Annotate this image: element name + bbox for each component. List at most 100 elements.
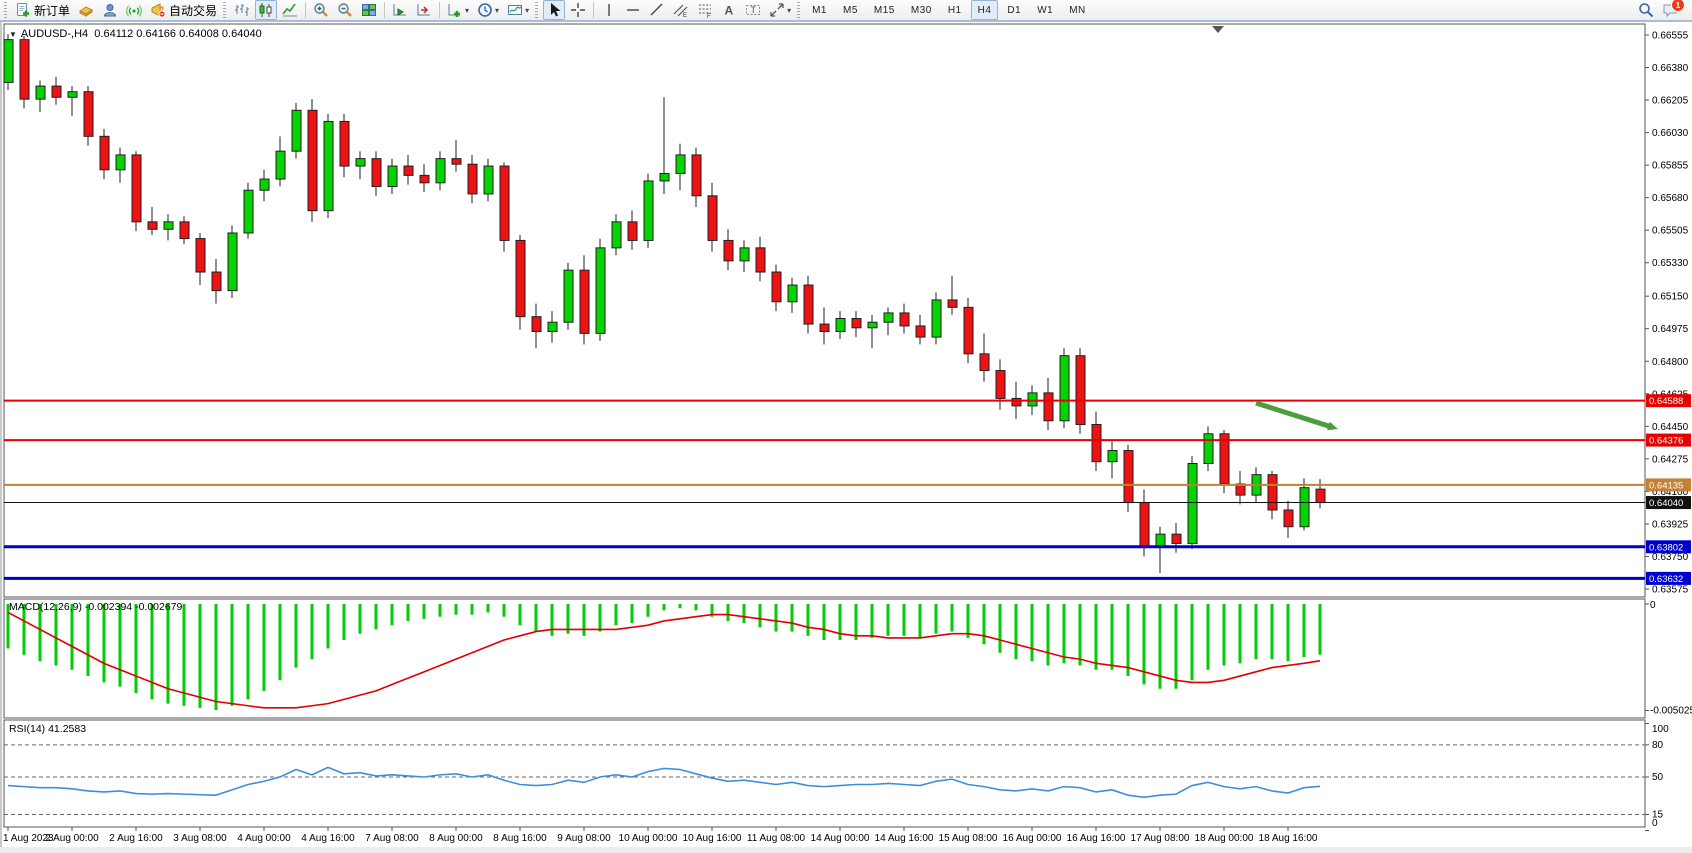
- chart-shift-icon: [417, 4, 431, 16]
- profile-button[interactable]: [99, 0, 121, 20]
- svg-text:A: A: [725, 4, 734, 18]
- svg-text:17 Aug 08:00: 17 Aug 08:00: [1131, 833, 1190, 844]
- timeframe-button-w1[interactable]: W1: [1037, 4, 1054, 16]
- timeframe-button-h4[interactable]: H4: [970, 0, 999, 20]
- label-icon: T: [746, 5, 761, 15]
- svg-text:-0.005025: -0.005025: [1650, 706, 1692, 717]
- candlestick-chart-button[interactable]: [255, 0, 278, 20]
- main-toolbar: 新订单 自动交易 ▾ ▾ ▾ E F A T ▾ M1 M5 M15 M30 H1 H4 D1 W1 MN 1: [0, 0, 1692, 22]
- toolbar-separator: [797, 2, 801, 18]
- timeframe-button-m5[interactable]: M5: [843, 4, 858, 16]
- search-icon: [1639, 3, 1654, 18]
- svg-text:0.63575: 0.63575: [1652, 585, 1689, 596]
- timeframe-button-m1[interactable]: M1: [812, 4, 827, 16]
- timeframe-button-m30[interactable]: M30: [910, 4, 932, 16]
- zoom-in-icon: [314, 3, 328, 17]
- rsi-pane[interactable]: [3, 719, 1646, 828]
- cursor-icon: [551, 3, 561, 17]
- timeframe-button-d1[interactable]: D1: [1007, 4, 1022, 16]
- price-axis[interactable]: 0.66555 0.66380 0.66205 0.66030 0.65855 0.656…: [1645, 31, 1689, 596]
- arrows-tool-button[interactable]: ▾: [766, 0, 794, 20]
- rsi-indicator-label: RSI(14) 41.2583: [9, 723, 87, 735]
- toolbar-separator: [305, 2, 307, 18]
- svg-text:50: 50: [1652, 772, 1664, 783]
- text-label-tool-button[interactable]: T: [742, 0, 764, 20]
- hline-icon: [627, 9, 640, 11]
- tile-windows-button[interactable]: [358, 0, 380, 20]
- trend-arrow-annotation[interactable]: [1255, 400, 1338, 431]
- line-chart-icon: [282, 3, 298, 17]
- svg-text:0: 0: [1652, 818, 1658, 829]
- indicators-button[interactable]: ▾: [444, 0, 472, 20]
- toolbar-separator: [384, 2, 386, 18]
- toolbar-separator: [535, 2, 539, 18]
- svg-text:0.64450: 0.64450: [1652, 422, 1689, 433]
- svg-text:0.64376: 0.64376: [1649, 436, 1683, 447]
- zoom-out-button[interactable]: [334, 0, 356, 20]
- channel-tool-button[interactable]: E: [670, 0, 692, 20]
- crosshair-tool-button[interactable]: [567, 0, 589, 20]
- bar-chart-icon: [235, 4, 250, 16]
- svg-text:2 Aug 16:00: 2 Aug 16:00: [109, 833, 163, 844]
- channel-icon: E: [673, 4, 688, 18]
- svg-text:0.66380: 0.66380: [1652, 63, 1689, 74]
- chevron-down-icon: ▾: [787, 5, 792, 15]
- auto-scroll-button[interactable]: [389, 0, 411, 20]
- fibonacci-tool-button[interactable]: F: [694, 0, 716, 20]
- timeframe-button-mn[interactable]: MN: [1069, 4, 1086, 16]
- templates-icon: [508, 5, 523, 15]
- chevron-down-icon: ▾: [465, 5, 470, 15]
- svg-text:0.63925: 0.63925: [1652, 519, 1689, 530]
- text-tool-button[interactable]: A: [718, 0, 740, 20]
- toolbar-separator: [439, 2, 441, 18]
- chart-shift-button[interactable]: [413, 0, 435, 20]
- horizontal-line-tool-button[interactable]: [622, 0, 644, 20]
- svg-text:18 Aug 16:00: 18 Aug 16:00: [1259, 833, 1318, 844]
- signals-button[interactable]: [123, 0, 145, 20]
- timeframe-button-h1[interactable]: H1: [947, 4, 962, 16]
- svg-text:15 Aug 08:00: 15 Aug 08:00: [939, 833, 998, 844]
- trendline-tool-button[interactable]: [646, 0, 668, 20]
- svg-text:11 Aug 08:00: 11 Aug 08:00: [747, 833, 806, 844]
- notification-badge: 1: [1671, 0, 1685, 12]
- svg-text:7 Aug 08:00: 7 Aug 08:00: [365, 833, 419, 844]
- zoom-in-button[interactable]: [310, 0, 332, 20]
- periods-button[interactable]: ▾: [474, 0, 502, 20]
- svg-text:14 Aug 16:00: 14 Aug 16:00: [875, 833, 934, 844]
- market-button[interactable]: [75, 0, 97, 20]
- chevron-down-icon: ▾: [495, 5, 500, 15]
- svg-text:0.64040: 0.64040: [1649, 498, 1683, 509]
- auto-trading-button[interactable]: 自动交易: [147, 0, 220, 20]
- notifications-button[interactable]: 1: [1659, 0, 1685, 20]
- collapse-arrow-icon[interactable]: ▼: [9, 30, 17, 39]
- horizontal-lines-layer[interactable]: 0.64588 0.64376 0.64135 0.64040 0.63802 0.636…: [4, 394, 1691, 585]
- svg-text:0.63632: 0.63632: [1649, 574, 1683, 585]
- svg-text:100: 100: [1652, 724, 1669, 735]
- timeframe-button-m15[interactable]: M15: [873, 4, 895, 16]
- search-button[interactable]: [1635, 0, 1657, 20]
- rsi-line: [7, 766, 1321, 799]
- svg-text:0.65680: 0.65680: [1652, 193, 1689, 204]
- svg-text:0.64135: 0.64135: [1649, 480, 1683, 491]
- profile-icon: [103, 4, 117, 17]
- macd-indicator-label: MACD(12,26,9) -0.002394 -0.002679: [9, 601, 183, 613]
- zoom-out-icon: [338, 3, 352, 17]
- chart-shift-marker[interactable]: [1212, 26, 1224, 33]
- toolbar-button-label: 自动交易: [169, 3, 218, 18]
- trendline-icon: [650, 3, 663, 16]
- new-order-button[interactable]: 新订单: [12, 0, 73, 20]
- svg-text:80: 80: [1652, 740, 1664, 751]
- macd-signal-line: [7, 611, 1321, 709]
- templates-button[interactable]: ▾: [504, 0, 532, 20]
- svg-text:0.63750: 0.63750: [1652, 552, 1689, 563]
- fibo-icon: F: [699, 4, 712, 18]
- indicators-icon: [448, 4, 461, 17]
- bar-chart-button[interactable]: [231, 0, 253, 20]
- vertical-line-tool-button[interactable]: [598, 0, 620, 20]
- line-chart-button[interactable]: [279, 0, 301, 20]
- svg-text:0.64275: 0.64275: [1652, 454, 1689, 465]
- cursor-tool-button[interactable]: [543, 0, 566, 20]
